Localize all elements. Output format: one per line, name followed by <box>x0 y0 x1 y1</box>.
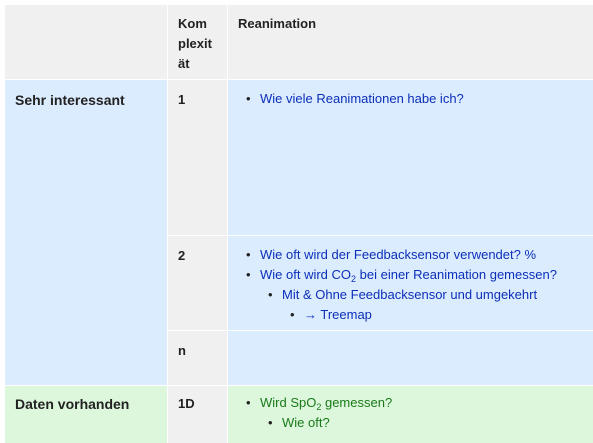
header-topic-label: Reanimation <box>238 16 317 31</box>
header-topic-cell: Reanimation <box>227 4 593 80</box>
list-item[interactable]: • Wird SpO2 gemessen? <box>246 395 393 412</box>
row-label-sehr-interessant: Sehr interessant <box>15 92 125 108</box>
question-cell: • Wie viele Reanimationen habe ich? <box>227 79 593 236</box>
header-complexity-cell: Kom plexit ät <box>167 4 228 80</box>
list-item[interactable]: • Wie viele Reanimationen habe ich? <box>228 89 593 109</box>
level-cell: n <box>167 330 228 386</box>
list-item[interactable]: • Wie oft wird der Feedbacksensor verwend… <box>228 245 593 265</box>
level-label: n <box>178 343 186 358</box>
level-label: 1D <box>178 396 195 411</box>
bullet-icon: • <box>268 287 273 302</box>
question-cell: • Wird SpO2 gemessen? • Wie oft? <box>227 385 593 443</box>
level-cell: 1D <box>167 385 228 443</box>
header-complexity-label: Kom plexit ät <box>178 16 212 71</box>
header-empty-cell <box>4 4 168 80</box>
bullet-icon: • <box>246 267 251 282</box>
question-list: • Wie oft wird der Feedbacksensor verwend… <box>228 236 593 325</box>
level-cell: 2 <box>167 235 228 331</box>
level-cell: 1 <box>167 79 228 236</box>
list-item[interactable]: • Wie oft? <box>228 413 593 433</box>
question-cell: • Wie oft wird der Feedbacksensor verwend… <box>227 235 593 331</box>
table-row: n <box>5 330 593 386</box>
list-item[interactable]: • Mit & Ohne Feedbacksensor und umgekehrt <box>228 285 593 305</box>
question-cell-empty <box>227 330 593 386</box>
table-header-row: Kom plexit ät Reanimation <box>4 4 593 80</box>
bullet-icon: • <box>246 395 251 410</box>
question-list: • Wird SpO2 gemessen? • Wie oft? <box>228 386 593 433</box>
level-label: 1 <box>178 92 186 107</box>
bullet-icon: • <box>290 307 295 322</box>
row-label-daten-vorhanden: Daten vorhanden <box>15 396 130 412</box>
row-label-cell: Daten vorhanden <box>4 385 168 443</box>
question-list: • Wie viele Reanimationen habe ich? <box>228 80 593 109</box>
list-item[interactable]: • Wie oft wird CO2 bei einer Reanimation … <box>246 267 557 284</box>
table-row: Sehr interessant 1 • Wie viele Reanimatio… <box>4 79 593 386</box>
bullet-icon: • <box>246 91 251 106</box>
bullet-icon: • <box>246 247 251 262</box>
list-item[interactable]: • → Treemap <box>228 305 593 325</box>
level-label: 2 <box>178 248 186 263</box>
reanimation-table: Kom plexit ät Reanimation Sehr interessa… <box>4 4 593 443</box>
bullet-icon: • <box>268 415 273 430</box>
row-label-cell: Sehr interessant <box>4 79 168 386</box>
table-row: Daten vorhanden 1D • Wird SpO2 gemessen? … <box>4 385 593 443</box>
